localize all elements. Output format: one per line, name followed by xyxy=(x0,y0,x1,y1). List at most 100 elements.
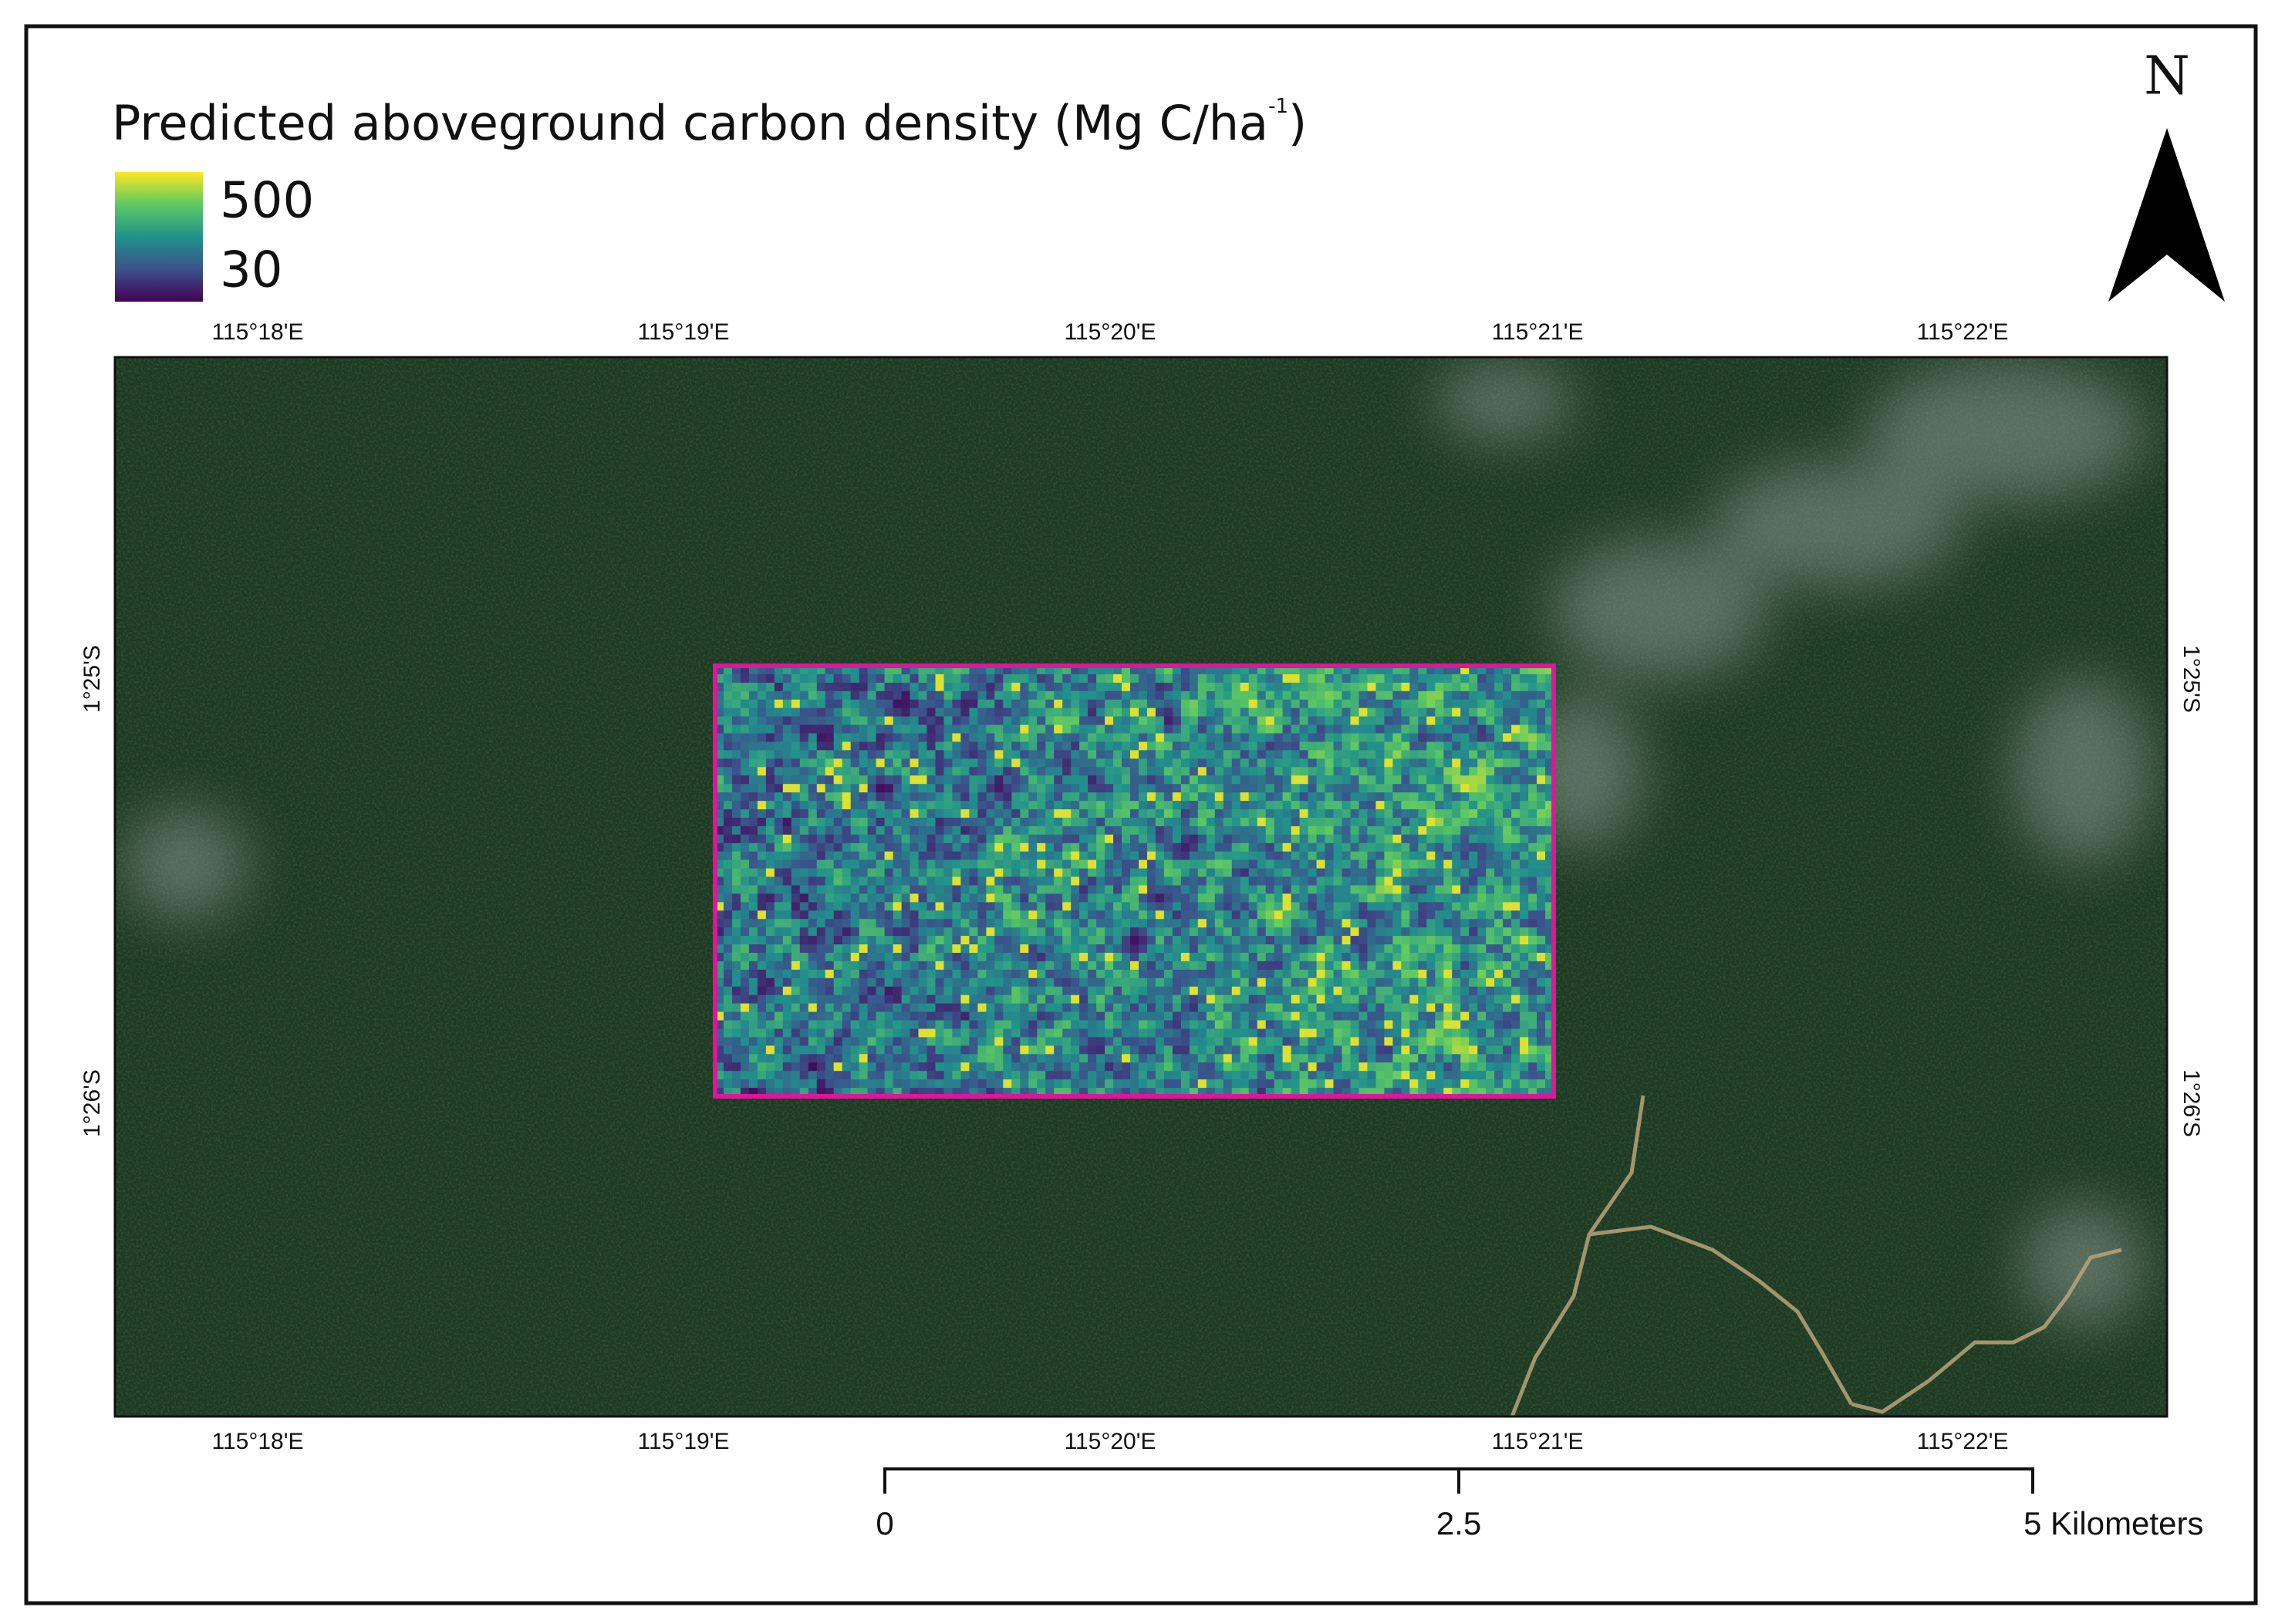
raster-cell xyxy=(850,784,860,793)
raster-cell xyxy=(1003,944,1012,954)
raster-cell xyxy=(774,792,784,802)
raster-cell xyxy=(1231,851,1241,861)
raster-cell xyxy=(1172,666,1182,675)
raster-cell xyxy=(1214,716,1224,726)
raster-cell xyxy=(994,936,1004,945)
raster-cell xyxy=(1359,936,1369,945)
raster-cell xyxy=(893,758,903,768)
raster-cell xyxy=(1392,707,1402,717)
raster-cell xyxy=(901,1088,911,1097)
raster-cell xyxy=(1257,986,1267,996)
raster-cell xyxy=(842,876,852,886)
raster-cell xyxy=(1223,674,1233,684)
raster-cell xyxy=(1265,1071,1275,1080)
raster-cell xyxy=(715,1037,724,1046)
raster-cell xyxy=(1214,859,1224,869)
raster-cell xyxy=(1105,682,1114,692)
raster-cell xyxy=(808,716,818,726)
raster-cell xyxy=(986,902,995,911)
raster-cell xyxy=(1088,784,1097,793)
raster-cell xyxy=(1071,893,1080,903)
raster-cell xyxy=(1418,1037,1427,1046)
raster-cell xyxy=(1426,919,1436,928)
raster-cell xyxy=(1342,1045,1352,1055)
raster-cell xyxy=(1469,876,1478,886)
raster-cell xyxy=(1375,994,1385,1004)
raster-cell xyxy=(816,986,826,996)
raster-cell xyxy=(1299,876,1309,886)
raster-cell xyxy=(1316,977,1326,988)
raster-cell xyxy=(1020,1071,1029,1080)
raster-cell xyxy=(1265,792,1275,802)
raster-cell xyxy=(1435,910,1444,920)
raster-cell xyxy=(1011,1020,1021,1029)
raster-cell xyxy=(1147,1003,1156,1013)
raster-cell xyxy=(918,994,928,1004)
raster-cell xyxy=(884,961,894,971)
raster-cell xyxy=(1494,842,1504,853)
raster-cell xyxy=(1494,994,1504,1004)
raster-cell xyxy=(884,801,894,810)
raster-cell xyxy=(1375,902,1385,911)
raster-cell xyxy=(960,775,970,785)
raster-cell xyxy=(1460,927,1470,937)
raster-cell xyxy=(1342,1071,1352,1080)
raster-cell xyxy=(901,969,911,979)
raster-cell xyxy=(1113,885,1122,894)
raster-cell xyxy=(893,927,903,937)
raster-cell xyxy=(901,1037,911,1046)
raster-cell xyxy=(1486,953,1495,962)
raster-cell xyxy=(1139,801,1148,810)
raster-cell xyxy=(1452,666,1461,675)
raster-cell xyxy=(1418,1045,1427,1055)
raster-cell xyxy=(1122,784,1131,793)
raster-cell xyxy=(1325,1054,1335,1063)
raster-cell xyxy=(977,792,987,802)
raster-cell xyxy=(1155,859,1165,869)
raster-cell xyxy=(910,758,920,768)
raster-cell xyxy=(724,851,733,861)
raster-cell xyxy=(1528,1028,1537,1038)
raster-cell xyxy=(1359,977,1369,988)
raster-cell xyxy=(1486,885,1495,894)
raster-cell xyxy=(1139,767,1148,776)
raster-cell xyxy=(1037,994,1046,1004)
raster-cell xyxy=(1401,750,1410,759)
raster-cell xyxy=(1342,851,1352,861)
raster-cell xyxy=(1494,1045,1504,1055)
raster-cell xyxy=(884,690,894,701)
raster-cell xyxy=(1291,666,1301,675)
raster-cell xyxy=(740,1079,750,1089)
raster-cell xyxy=(1071,1071,1080,1080)
raster-cell xyxy=(740,724,750,734)
raster-cell xyxy=(1486,936,1495,945)
raster-cell xyxy=(977,885,987,894)
raster-cell xyxy=(1460,851,1470,861)
raster-cell xyxy=(1028,859,1038,869)
raster-cell xyxy=(1240,801,1250,810)
raster-cell xyxy=(859,986,869,996)
raster-cell xyxy=(977,834,987,844)
raster-cell xyxy=(1528,969,1537,979)
raster-cell xyxy=(1469,682,1478,692)
raster-cell xyxy=(1274,977,1284,988)
raster-cell xyxy=(1248,690,1258,701)
raster-cell xyxy=(791,986,801,996)
raster-cell xyxy=(1359,826,1369,836)
raster-cell xyxy=(808,1011,818,1021)
raster-cell xyxy=(926,733,937,742)
raster-cell xyxy=(1240,969,1250,979)
raster-cell xyxy=(910,775,920,785)
raster-cell xyxy=(1020,826,1029,836)
raster-cell xyxy=(1139,1045,1148,1055)
raster-cell xyxy=(1155,1071,1165,1080)
raster-cell xyxy=(1274,801,1284,810)
raster-cell xyxy=(1333,1003,1343,1013)
raster-cell xyxy=(816,885,826,894)
raster-cell xyxy=(748,834,758,844)
raster-cell xyxy=(1477,767,1487,776)
raster-cell xyxy=(1062,986,1072,996)
raster-cell xyxy=(1257,994,1267,1004)
raster-cell xyxy=(1096,1045,1105,1055)
raster-cell xyxy=(1367,674,1376,684)
